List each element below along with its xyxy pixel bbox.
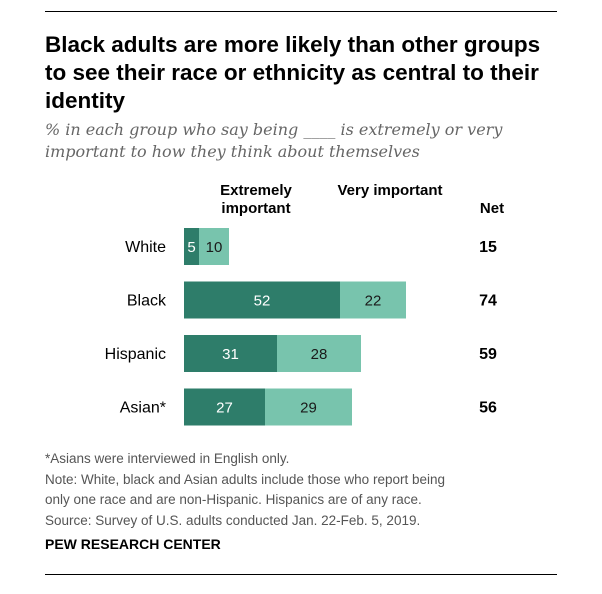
header-very-important: Very important: [337, 182, 443, 199]
bar-extremely-hispanic-label: 31: [222, 346, 239, 363]
bar-very-black: [340, 281, 406, 319]
category-label-hispanic: Hispanic: [105, 346, 166, 363]
pew-research-center-logo: PEW RESEARCH CENTER: [45, 536, 221, 552]
bar-extremely-black-label: 52: [254, 293, 271, 310]
bar-extremely-white-label: 5: [187, 239, 195, 256]
net-value-hispanic: 59: [479, 346, 497, 363]
bottom-rule: [45, 574, 557, 575]
bar-very-asian: [265, 388, 352, 426]
bar-very-asian-label: 29: [300, 400, 317, 417]
category-label-asian: Asian*: [120, 400, 166, 417]
header-net: Net: [479, 200, 505, 217]
category-label-white: White: [125, 239, 166, 256]
note-source: Source: Survey of U.S. adults conducted …: [45, 512, 421, 528]
bar-extremely-asian-label: 27: [216, 400, 233, 417]
bar-very-black-label: 22: [365, 293, 382, 310]
bar-extremely-black: [184, 281, 340, 319]
header-extremely-important: Extremely important: [220, 182, 292, 217]
note-definition-2: only one race and are non-Hispanic. Hisp…: [45, 492, 422, 507]
chart-notes: *Asians were interviewed in English only…: [45, 449, 565, 531]
bar-extremely-asian: [184, 388, 265, 426]
bar-extremely-white: [184, 228, 199, 265]
bar-very-hispanic-label: 28: [311, 346, 328, 363]
top-rule: [45, 11, 557, 12]
net-value-white: 15: [479, 239, 497, 256]
note-definition-1: Note: White, black and Asian adults incl…: [45, 471, 445, 487]
bar-very-white-label: 10: [206, 239, 223, 256]
bar-very-hispanic: [277, 335, 361, 372]
chart-subtitle: % in each group who say being ____ is ex…: [45, 120, 503, 161]
bar-extremely-hispanic: [184, 335, 277, 372]
category-label-black: Black: [127, 293, 167, 310]
chart-title: Black adults are more likely than other …: [45, 32, 541, 113]
net-value-asian: 56: [479, 400, 497, 417]
bar-very-white: [199, 228, 229, 265]
note-asian: *Asians were interviewed in English only…: [45, 451, 290, 466]
net-value-black: 74: [479, 293, 497, 310]
